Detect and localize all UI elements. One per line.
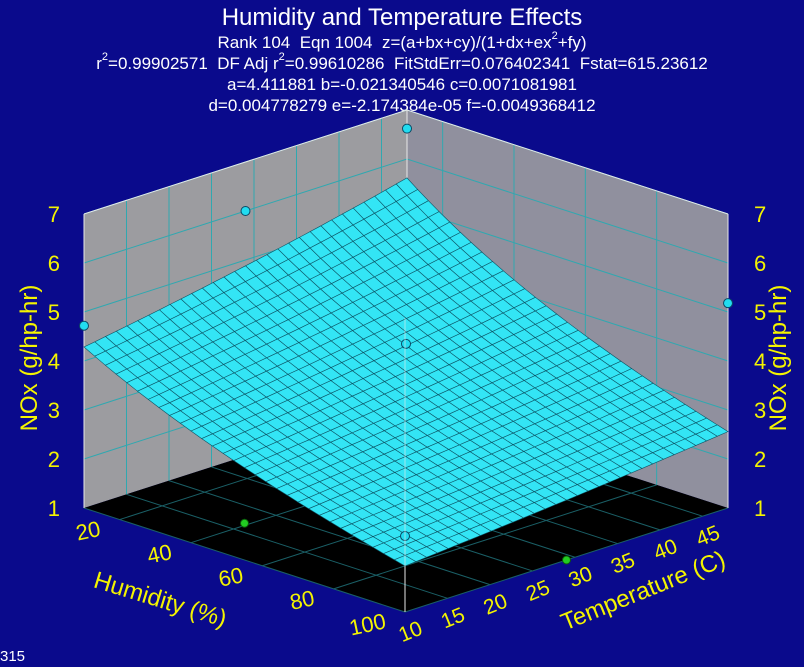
chart-title: Humidity and Temperature Effects (221, 4, 583, 31)
z-tick-right: 3 (754, 398, 766, 423)
z-tick-right: 6 (754, 251, 766, 276)
equation-exponent: 2 (551, 30, 558, 43)
fit-std-err: FitStdErr=0.076402341 (393, 54, 571, 73)
fstat: Fstat=615.23612 (579, 54, 708, 73)
data-point-above (79, 320, 89, 331)
z-axis-title-right: NOx (g/hp-hr) (765, 285, 792, 432)
r2-value: =0.99902571 (108, 54, 208, 73)
y-tick-label: 35 (608, 549, 638, 579)
r2-label: r (96, 54, 102, 73)
chart-header: Humidity and Temperature Effects Rank 10… (0, 4, 804, 116)
z-tick-left: 6 (48, 251, 60, 276)
x-axis-title: Humidity (%) (91, 567, 230, 633)
fit-statistics-line: r2=0.99902571 DF Adj r2=0.99610286 FitSt… (0, 51, 804, 74)
y-tick-label: 40 (650, 535, 680, 565)
y-tick-label: 20 (480, 590, 510, 620)
z-tick-right: 2 (754, 447, 766, 472)
y-axis-title: Temperature (C) (557, 546, 729, 636)
y-tick-label: 25 (523, 576, 553, 606)
z-axis-title-left: NOx (g/hp-hr) (16, 285, 43, 432)
equation-suffix: +fy) (557, 33, 587, 52)
y-floor-gridline (83, 507, 406, 613)
data-point-above (402, 123, 412, 134)
y-floor-gridline (168, 480, 491, 586)
box-edge (83, 109, 408, 215)
y-tick-label: 10 (395, 617, 425, 647)
fitted-surface (83, 177, 729, 567)
x-tick-label: 40 (145, 539, 174, 569)
x-floor-gridline (333, 484, 657, 590)
z-tick-right: 1 (754, 496, 766, 521)
equation-line: Rank 104 Eqn 1004 z=(a+bx+cy)/(1+dx+ex2+… (0, 30, 804, 53)
z-tick-left: 7 (48, 202, 60, 227)
corner-id: 315 (0, 648, 26, 665)
box-edge (406, 109, 729, 215)
r2-exponent: 2 (101, 51, 109, 64)
adj-r2-label: DF Adj r (217, 54, 279, 73)
z-tick-left: 1 (48, 496, 60, 521)
eqn-label: Eqn 1004 (299, 33, 373, 52)
z-tick-left: 3 (48, 398, 60, 423)
y-tick-label: 15 (438, 603, 468, 633)
data-point-below (562, 555, 571, 565)
x-tick-label: 60 (216, 562, 245, 592)
z-tick-left: 4 (48, 349, 60, 374)
data-point-above (723, 298, 733, 309)
z-tick-right: 7 (754, 202, 766, 227)
x-tick-label: 20 (74, 516, 103, 546)
z-tick-right: 5 (754, 300, 766, 325)
x-tick-label: 100 (347, 608, 388, 640)
z-tick-left: 5 (48, 300, 60, 325)
y-floor-gridline (126, 493, 448, 599)
adj-r2-exponent: 2 (278, 51, 285, 64)
data-point-above (240, 206, 251, 216)
equation-prefix: z=(a+bx+cy)/(1+dx+ex (381, 33, 552, 52)
z-tick-right: 4 (754, 349, 766, 374)
coefficients-line-2: d=0.004778279 e=-2.174384e-05 f=-0.00493… (208, 96, 596, 115)
z-tick-left: 2 (48, 447, 60, 472)
rank-label: Rank 104 (217, 33, 291, 52)
adj-r2-value: =0.99610286 (284, 54, 385, 73)
y-tick-label: 30 (565, 562, 595, 592)
data-point-below (240, 518, 249, 528)
x-tick-label: 80 (288, 585, 317, 615)
data-point-above (401, 338, 411, 349)
coefficients-line-1: a=4.411881 b=-0.021340546 c=0.0071081981 (227, 75, 577, 94)
